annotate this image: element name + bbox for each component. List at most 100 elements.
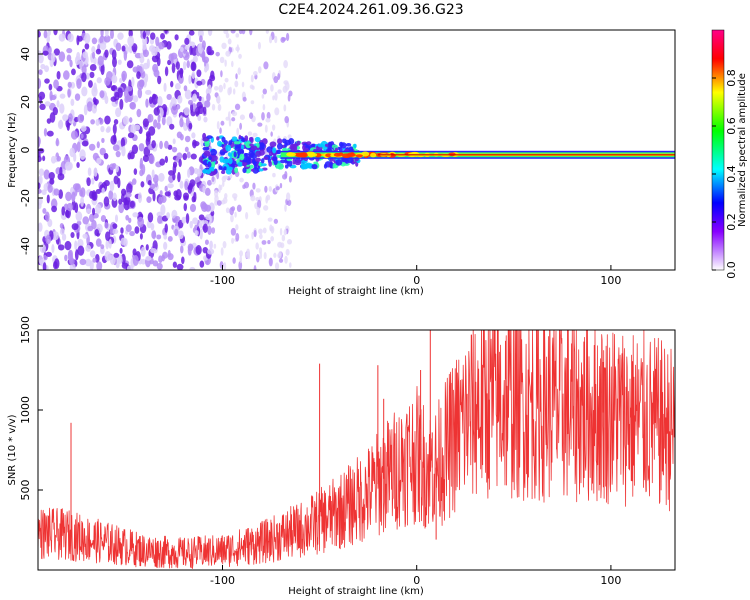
noise-blob-825 xyxy=(121,45,126,52)
faint-blob-1129 xyxy=(228,118,232,127)
noise-blob-696 xyxy=(126,265,134,270)
noise-blob-751 xyxy=(77,114,85,123)
noise-blob-446 xyxy=(100,125,105,133)
noise-blob-430 xyxy=(179,69,184,79)
noise-blob-873 xyxy=(191,71,196,80)
noise-blob-566 xyxy=(84,42,90,50)
faint-blob-1037 xyxy=(213,243,217,249)
noise-blob-806 xyxy=(84,33,91,44)
faint-blob-915 xyxy=(287,134,292,139)
cluster-blob-1494 xyxy=(225,144,232,152)
noise-blob-101 xyxy=(59,103,65,114)
noise-blob-547 xyxy=(38,53,44,64)
cluster-blob-1546 xyxy=(249,143,254,147)
cluster-blob-1540 xyxy=(329,161,333,169)
noise-blob-796 xyxy=(53,79,59,89)
cluster-blob-1280 xyxy=(286,160,293,167)
noise-blob-704 xyxy=(89,64,97,72)
faint-blob-1060 xyxy=(225,32,230,39)
signal-hot-1635 xyxy=(355,154,363,158)
faint-blob-1048 xyxy=(270,84,274,92)
noise-blob-207 xyxy=(184,135,191,143)
noise-blob-872 xyxy=(166,212,170,219)
noise-blob-877 xyxy=(139,79,145,88)
noise-blob-293 xyxy=(192,217,198,225)
noise-blob-646 xyxy=(91,86,98,97)
noise-blob-75 xyxy=(159,190,163,196)
noise-blob-541 xyxy=(151,169,155,179)
noise-blob-527 xyxy=(114,214,119,223)
noise-blob-820 xyxy=(92,191,98,201)
signal-hot-1629 xyxy=(370,152,377,158)
faint-blob-1025 xyxy=(221,42,227,50)
cluster-blob-1353 xyxy=(243,152,248,159)
noise-blob-217 xyxy=(125,214,130,221)
noise-blob-738 xyxy=(42,50,49,56)
noise-blob-757 xyxy=(66,202,73,212)
noise-blob-850 xyxy=(91,104,97,114)
noise-blob-792 xyxy=(157,215,163,224)
colorbar-label: Normalized spectral amplitude xyxy=(737,73,748,227)
faint-blob-1011 xyxy=(218,84,224,93)
noise-blob-867 xyxy=(160,195,167,203)
noise-blob-809 xyxy=(178,230,184,240)
cb-tick-label-4: 0.8 xyxy=(725,69,738,87)
noise-blob-480 xyxy=(179,133,184,141)
noise-blob-629 xyxy=(203,116,208,123)
faint-blob-1147 xyxy=(274,107,280,116)
faint-blob-991 xyxy=(241,81,245,88)
faint-blob-927 xyxy=(217,103,222,112)
noise-blob-288 xyxy=(115,42,122,52)
colorbar-ticks: 0.0 0.2 0.4 0.6 0.8 xyxy=(712,69,738,279)
noise-blob-286 xyxy=(81,86,88,97)
noise-blob-783 xyxy=(45,251,52,257)
noise-blob-790 xyxy=(97,55,104,66)
noise-blob-582 xyxy=(125,192,132,198)
noise-blob-749 xyxy=(76,161,80,168)
noise-blob-837 xyxy=(145,73,149,83)
noise-blob-774 xyxy=(152,93,157,100)
noise-blob-275 xyxy=(151,230,157,239)
noise-blob-358 xyxy=(70,98,75,107)
noise-blob-771 xyxy=(120,237,127,246)
noise-blob-728 xyxy=(127,132,135,139)
noise-blob-681 xyxy=(64,161,72,171)
noise-blob-886 xyxy=(189,45,193,56)
cluster-blob-1558 xyxy=(340,142,347,149)
faint-blob-980 xyxy=(284,203,287,212)
cluster-blob-1563 xyxy=(293,143,298,149)
noise-blob-380 xyxy=(111,85,116,92)
noise-blob-852 xyxy=(104,115,111,125)
noise-blob-425 xyxy=(38,78,42,89)
faint-blob-938 xyxy=(261,111,265,121)
noise-blob-780 xyxy=(157,75,162,85)
cluster-blob-1511 xyxy=(329,157,333,163)
cluster-blob-1367 xyxy=(253,163,258,170)
cluster-blob-1238 xyxy=(250,137,254,144)
noise-blob-52 xyxy=(170,80,174,88)
noise-blob-879 xyxy=(188,122,193,130)
noise-blob-842 xyxy=(184,45,191,51)
cluster-blob-1556 xyxy=(248,150,254,158)
faint-blob-1158 xyxy=(231,237,235,244)
noise-blob-589 xyxy=(58,189,63,200)
spectrogram-y-label: Frequency (Hz) xyxy=(7,112,18,188)
noise-blob-312 xyxy=(137,88,143,99)
faint-blob-1116 xyxy=(239,255,242,264)
noise-blob-641 xyxy=(81,65,87,75)
noise-blob-10 xyxy=(156,122,161,130)
faint-blob-1093 xyxy=(261,94,265,99)
faint-blob-948 xyxy=(279,183,283,189)
noise-blob-159 xyxy=(164,66,169,77)
cluster-blob-1518 xyxy=(228,157,233,165)
faint-blob-1117 xyxy=(239,177,244,183)
noise-blob-795 xyxy=(86,177,91,187)
noise-blob-853 xyxy=(38,197,43,206)
noise-blob-62 xyxy=(44,65,50,73)
noise-blob-731 xyxy=(79,149,86,161)
noise-blob-126 xyxy=(166,40,172,50)
noise-blob-512 xyxy=(132,212,139,218)
faint-blob-1055 xyxy=(274,35,278,44)
snr-x-label: Height of straight line (km) xyxy=(288,586,424,597)
noise-blob-373 xyxy=(171,105,178,115)
